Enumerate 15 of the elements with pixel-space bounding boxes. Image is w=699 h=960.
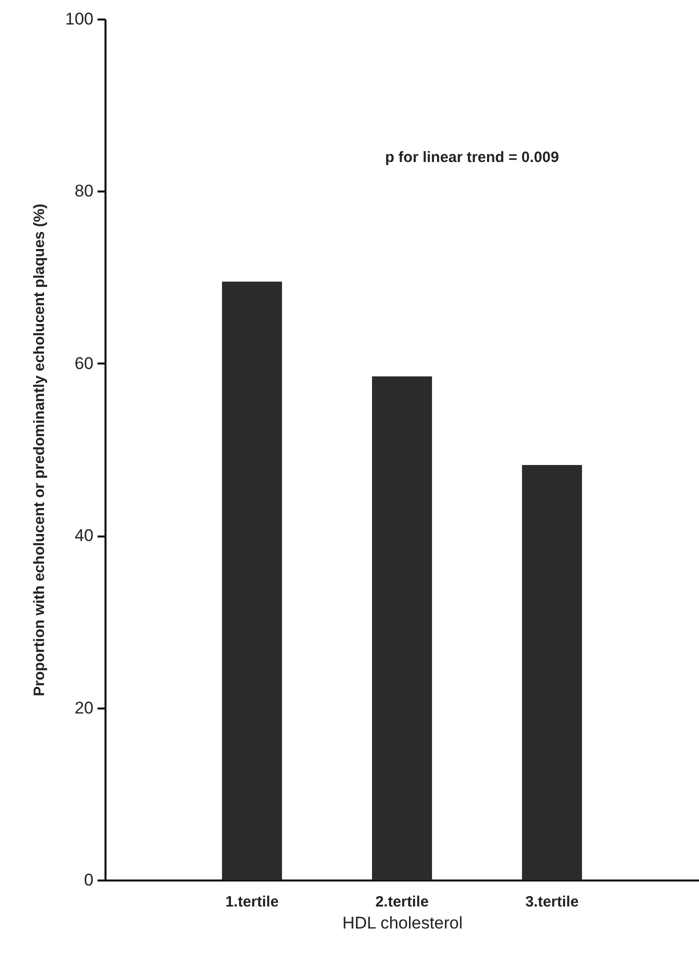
x-tick-label: 2.tertile	[375, 894, 429, 910]
x-tick-label: 3.tertile	[525, 894, 579, 910]
y-tick-label: 40	[74, 526, 94, 546]
x-axis-title: HDL cholesterol	[342, 914, 463, 932]
y-axis-title: Proportion with echolucent or predominantly echolucent plaques (%)	[31, 204, 48, 696]
y-tick-label: 20	[74, 698, 94, 718]
y-tick-label: 60	[74, 354, 94, 373]
y-tick-label: 80	[74, 182, 94, 201]
bar	[222, 282, 282, 880]
annotation: p for linear trend = 0.009	[385, 149, 559, 166]
bar	[522, 465, 582, 880]
x-tick-label: 1.tertile	[225, 894, 279, 910]
bar	[372, 376, 432, 880]
y-tick-label: 100	[65, 10, 94, 28]
y-tick-label: 0	[84, 870, 94, 890]
